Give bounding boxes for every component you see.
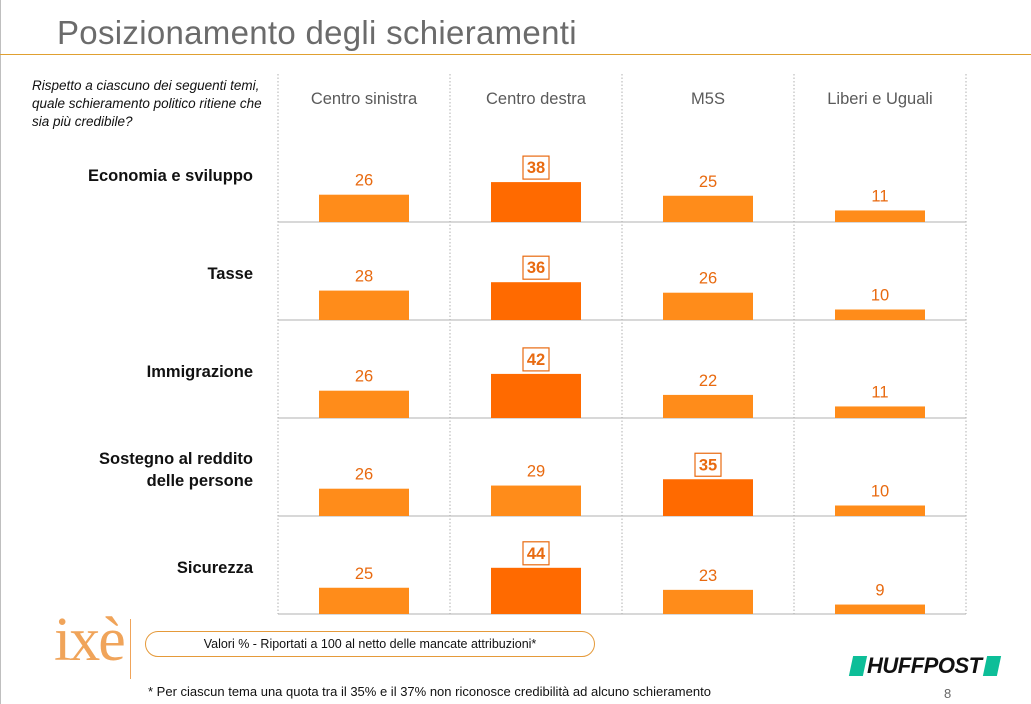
values-note: Valori % - Riportati a 100 al netto dell… [145, 631, 595, 657]
bar [491, 282, 581, 320]
data-label: 10 [871, 483, 889, 501]
bar [663, 195, 753, 222]
bar-chart-grid: Centro sinistra Centro destra M5S Liberi e … [88, 74, 967, 615]
data-label: 36 [527, 259, 545, 277]
ixe-logo: ixè [54, 606, 126, 674]
page-number: 8 [944, 686, 952, 701]
highlight-box [522, 155, 550, 180]
bar [663, 589, 753, 614]
footnote: * Per ciascun tema una quota tra il 35% … [148, 684, 711, 699]
data-label: 26 [355, 368, 373, 386]
bar [491, 485, 581, 516]
data-label: 42 [527, 351, 545, 369]
bar [835, 309, 925, 320]
title-divider [0, 54, 1031, 55]
bar [663, 479, 753, 516]
data-label: 9 [875, 582, 884, 600]
row-label: delle persone [147, 472, 253, 490]
highlight-box [522, 255, 550, 280]
data-label: 29 [527, 463, 545, 481]
page-title: Posizionamento degli schieramenti [57, 14, 577, 51]
highlight-box [522, 347, 550, 372]
data-label: 38 [527, 159, 545, 177]
ixe-logo-rule [130, 619, 131, 679]
huffpost-accent-left [848, 656, 868, 676]
bar [663, 292, 753, 320]
bar [835, 604, 925, 614]
highlight-box [522, 541, 550, 566]
data-label: 25 [355, 565, 373, 583]
data-label: 28 [355, 268, 373, 286]
huffpost-accent-right [982, 656, 1001, 676]
bar [319, 390, 409, 418]
data-label: 26 [699, 270, 717, 288]
bar [319, 488, 409, 516]
data-label: 26 [355, 466, 373, 484]
row-label: Tasse [207, 265, 253, 283]
bar [491, 373, 581, 418]
bar [491, 182, 581, 222]
highlight-box [694, 452, 722, 477]
column-header: Centro destra [486, 90, 587, 108]
column-header: Centro sinistra [311, 90, 418, 108]
data-label: 35 [699, 456, 717, 474]
bar [835, 406, 925, 418]
survey-question: Rispetto a ciascuno dei seguenti temi, q… [32, 78, 262, 129]
row-label: Sostegno al reddito [99, 450, 253, 468]
bar [491, 567, 581, 614]
data-label: 11 [871, 383, 888, 401]
bar [319, 587, 409, 614]
data-label: 25 [699, 173, 717, 191]
bar [835, 210, 925, 222]
bar [663, 394, 753, 418]
left-border [0, 0, 1, 704]
row-label: Sicurezza [177, 559, 254, 577]
row-label: Economia e sviluppo [88, 167, 253, 185]
data-label: 11 [871, 187, 888, 205]
data-label: 44 [527, 545, 546, 563]
data-label: 22 [699, 372, 717, 390]
data-label: 10 [871, 287, 889, 305]
huffpost-logo: HUFFPOST [848, 653, 1001, 678]
bar [319, 290, 409, 320]
data-label: 23 [699, 567, 717, 585]
bar [835, 505, 925, 516]
data-label: 26 [355, 172, 373, 190]
bar [319, 194, 409, 222]
column-header: Liberi e Uguali [827, 90, 932, 108]
row-label: Immigrazione [147, 363, 253, 381]
column-header: M5S [691, 90, 725, 108]
huffpost-wordmark: HUFFPOST [867, 653, 982, 678]
